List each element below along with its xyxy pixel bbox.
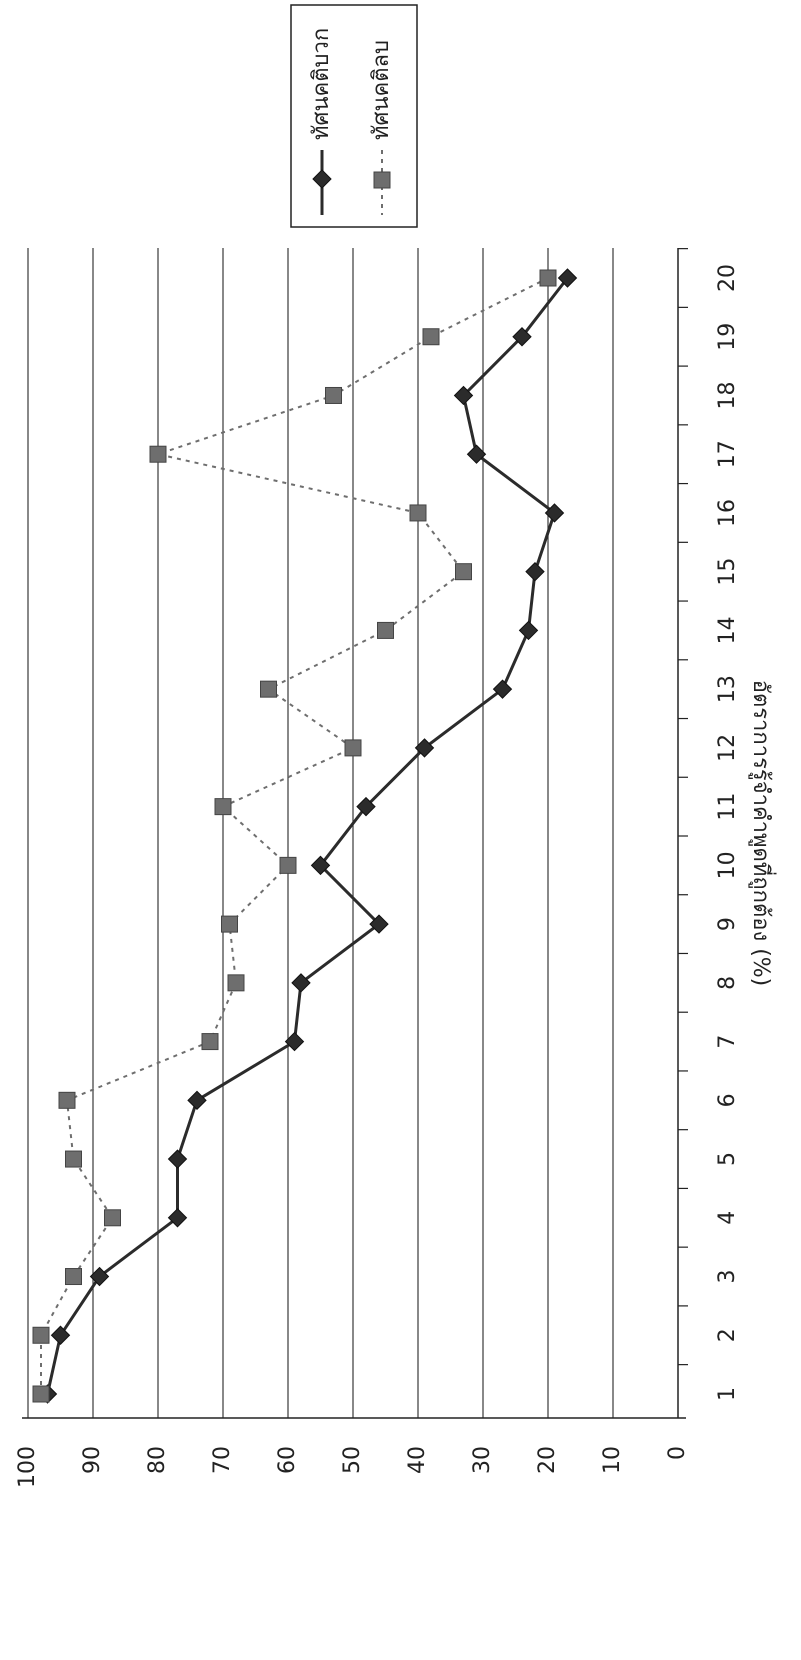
legend: ทัศนคติบวก ทัศนคติลบ (290, 4, 418, 228)
data-point-square (214, 798, 232, 816)
x-tick-label: 9 (715, 917, 740, 931)
legend-box (290, 4, 418, 228)
data-point-square (58, 1091, 76, 1109)
legend-label-2: ทัศนคติลบ (369, 40, 394, 140)
y-tick-labels: 0 10 20 30 40 50 60 70 80 90 100 (15, 1446, 690, 1488)
data-point-square (32, 1385, 50, 1403)
data-point-diamond (453, 385, 474, 406)
x-tick-label: 1 (715, 1387, 740, 1401)
x-tick-label: 7 (715, 1035, 740, 1049)
data-point-diamond (284, 1031, 305, 1052)
data-point-square (539, 269, 557, 287)
x-tick-label: 20 (715, 264, 740, 292)
y-tick-label: 60 (275, 1446, 300, 1474)
y-tick-label: 40 (405, 1446, 430, 1474)
data-point-diamond (167, 1208, 188, 1228)
x-tick-label: 3 (715, 1270, 740, 1284)
data-point-diamond (167, 1149, 188, 1169)
x-tick-label: 17 (715, 440, 740, 468)
data-point-diamond (356, 796, 376, 817)
y-tick-label: 70 (210, 1446, 235, 1474)
data-point-diamond (187, 1090, 207, 1111)
data-point-diamond (492, 679, 513, 699)
y-tick-label: 90 (80, 1446, 105, 1474)
y-tick-label: 100 (15, 1446, 40, 1488)
y-tick-label: 0 (665, 1446, 690, 1460)
y-tick-label: 10 (600, 1446, 625, 1474)
data-point-square (65, 1268, 82, 1286)
data-point-diamond (310, 855, 331, 876)
x-tick-label: 15 (715, 558, 740, 586)
axis-labels: อัตราการรู้จำคำพูดที่ถูกต้อง (%) (748, 680, 777, 987)
data-point-square (227, 974, 245, 992)
y-tick-label: 30 (470, 1446, 495, 1474)
x-tick-label: 13 (715, 675, 740, 703)
data-point-diamond (89, 1266, 110, 1287)
data-point-diamond (544, 503, 565, 523)
data-point-square (409, 504, 427, 522)
data-point-square (260, 680, 277, 698)
data-point-square (325, 386, 342, 404)
x-tick-label: 10 (715, 851, 740, 879)
data-point-diamond (512, 327, 532, 347)
x-tick-label: 5 (715, 1152, 740, 1166)
data-point-diamond (466, 444, 487, 464)
data-point-square (104, 1209, 121, 1227)
axes (22, 248, 688, 1419)
data-point-square (32, 1326, 50, 1344)
data-point-square (455, 563, 472, 581)
data-point-diamond (525, 561, 545, 582)
data-point-square (149, 445, 167, 463)
data-point-diamond (414, 738, 435, 758)
data-series (32, 268, 578, 1404)
legend-label-1: ทัศนคติบวก (309, 28, 334, 140)
x-tick-label: 6 (715, 1093, 740, 1107)
x-tick-label: 19 (715, 323, 740, 351)
x-tick-label: 12 (715, 734, 740, 762)
data-point-square (377, 621, 394, 639)
x-tick-label: 11 (715, 793, 740, 821)
y-tick-label: 50 (340, 1446, 365, 1474)
series-line-1 (46, 277, 569, 1395)
x-tick-label: 14 (715, 616, 740, 644)
data-point-square (221, 915, 238, 933)
data-point-square (344, 739, 362, 757)
y-axis-label: อัตราการรู้จำคำพูดที่ถูกต้อง (%) (748, 680, 777, 987)
data-point-diamond (369, 914, 389, 934)
data-point-square (65, 1150, 82, 1168)
y-tick-label: 80 (145, 1446, 170, 1474)
legend-marker-diamond (312, 169, 332, 189)
legend-marker-square (373, 171, 391, 189)
x-tick-label: 2 (715, 1328, 740, 1342)
data-point-square (422, 328, 440, 346)
data-point-diamond (291, 973, 311, 993)
grid-lines (27, 248, 614, 1418)
data-point-diamond (50, 1325, 71, 1345)
data-point-square (201, 1033, 219, 1051)
x-tick-label: 16 (715, 499, 740, 527)
x-tick-label: 18 (715, 381, 740, 409)
x-tick-label: 8 (715, 976, 740, 990)
y-tick-label: 20 (535, 1446, 560, 1474)
data-point-diamond (518, 620, 539, 641)
series-line-2 (40, 277, 549, 1394)
x-tick-label: 4 (715, 1211, 740, 1225)
data-point-diamond (557, 268, 578, 288)
data-point-square (279, 856, 297, 874)
